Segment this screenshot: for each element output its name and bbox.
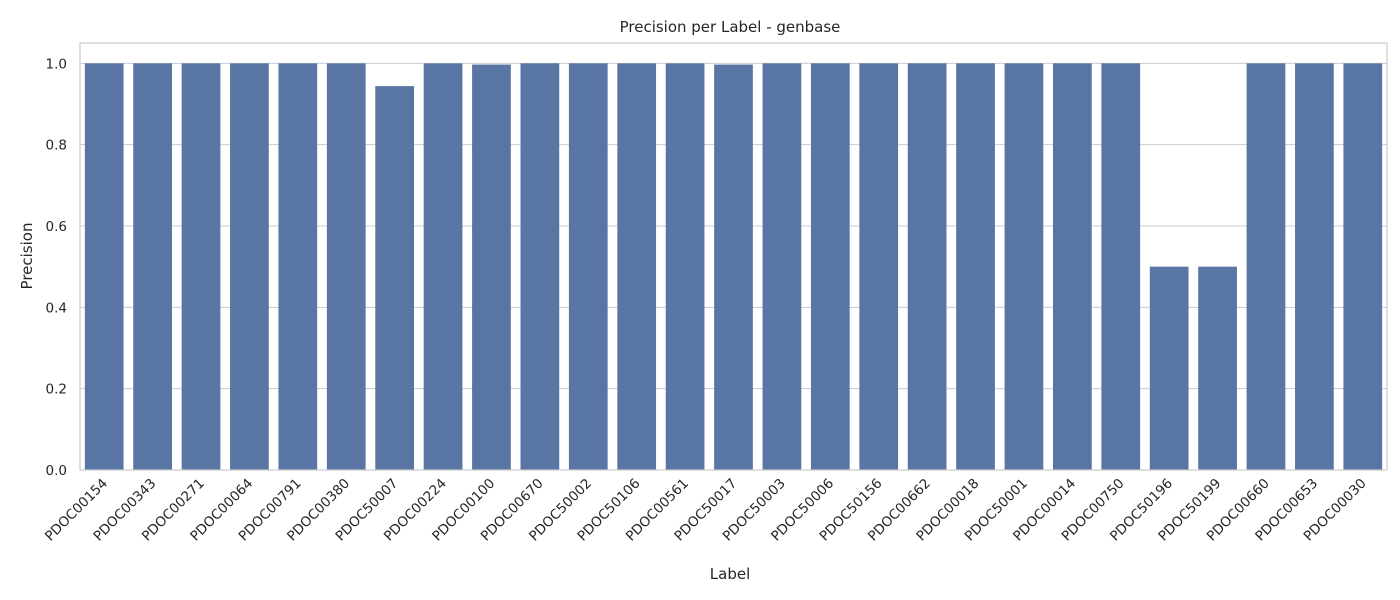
chart-title: Precision per Label - genbase <box>620 18 841 36</box>
bar-PDOC00670 <box>520 63 560 470</box>
y-tick-label: 0.0 <box>46 463 67 479</box>
plot-frame <box>79 42 1388 471</box>
bar-PDOC00154 <box>84 63 124 470</box>
y-tick-label: 0.8 <box>46 138 67 154</box>
bar-PDOC00224 <box>423 63 463 470</box>
bar-PDOC00271 <box>181 63 221 470</box>
bar-PDOC50001 <box>1004 63 1044 470</box>
bar-PDOC50007 <box>375 86 415 471</box>
bar-PDOC50003 <box>762 63 802 470</box>
bar-PDOC00030 <box>1343 63 1383 470</box>
y-tick-label: 0.2 <box>46 382 67 398</box>
bar-PDOC50156 <box>859 63 899 470</box>
bar-PDOC00561 <box>665 63 705 470</box>
y-tick-label: 0.6 <box>46 219 67 235</box>
bar-PDOC00064 <box>230 63 269 470</box>
bar-PDOC00660 <box>1246 63 1286 470</box>
bar-PDOC00100 <box>472 64 511 470</box>
bar-PDOC00662 <box>907 63 947 470</box>
y-tick-label: 1.0 <box>46 56 67 72</box>
bar-PDOC00791 <box>278 63 318 470</box>
y-tick-labels: 0.0 0.2 0.4 0.6 0.8 1.0 <box>46 56 67 479</box>
y-tick-label: 0.4 <box>46 300 67 316</box>
bar-PDOC50106 <box>617 63 657 470</box>
bar-PDOC50002 <box>568 63 608 470</box>
bar-PDOC00014 <box>1052 63 1092 470</box>
bar-PDOC50196 <box>1149 266 1189 470</box>
x-axis-label: Label <box>710 565 750 583</box>
y-axis-label: Precision <box>18 223 36 290</box>
bar-PDOC00380 <box>326 63 366 470</box>
bar-PDOC00750 <box>1101 63 1141 470</box>
bars <box>84 63 1383 471</box>
bar-PDOC00343 <box>133 63 172 470</box>
bar-PDOC00653 <box>1295 63 1334 470</box>
bar-PDOC00018 <box>956 63 995 470</box>
bar-PDOC50199 <box>1198 266 1237 470</box>
bar-PDOC50006 <box>810 63 850 470</box>
bar-PDOC50017 <box>714 64 753 470</box>
